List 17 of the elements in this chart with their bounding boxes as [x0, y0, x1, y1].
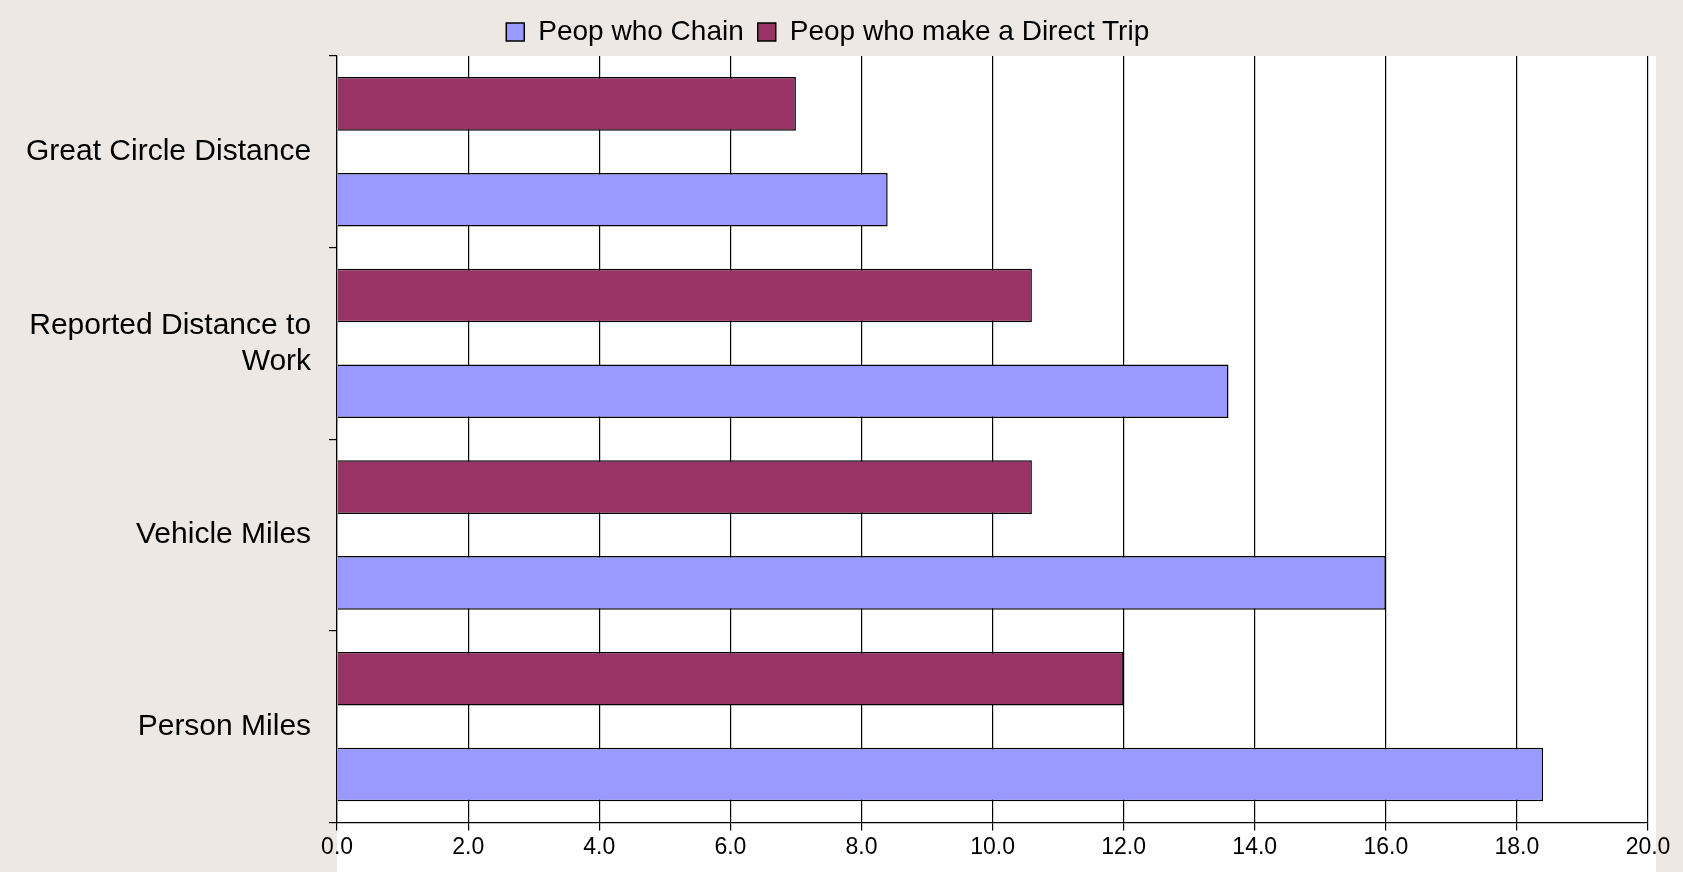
y-tick-label: Person Miles [137, 707, 312, 741]
legend-label: Peop who make a Direct Trip [789, 14, 1150, 46]
y-tick-label: Vehicle Miles [136, 516, 312, 550]
y-tick-label: Reported Distance to Work [29, 306, 313, 376]
x-tick-label: 12.0 [1101, 832, 1147, 859]
x-tick-label: 0.0 [321, 832, 354, 859]
y-tick-label: Great Circle Distance [25, 133, 312, 167]
x-tick-label: 10.0 [970, 832, 1015, 859]
x-tick-label: 20.0 [1625, 832, 1671, 859]
x-tick-label: 14.0 [1232, 832, 1278, 859]
x-tick-label: 16.0 [1363, 832, 1409, 859]
x-tick-label: 2.0 [452, 832, 485, 859]
x-tick-label: 6.0 [714, 832, 747, 859]
x-tick-label: 18.0 [1494, 832, 1540, 859]
legend-label: Peop who Chain [538, 14, 744, 46]
x-tick-label: 8.0 [845, 832, 878, 859]
x-tick-label: 4.0 [583, 832, 616, 859]
